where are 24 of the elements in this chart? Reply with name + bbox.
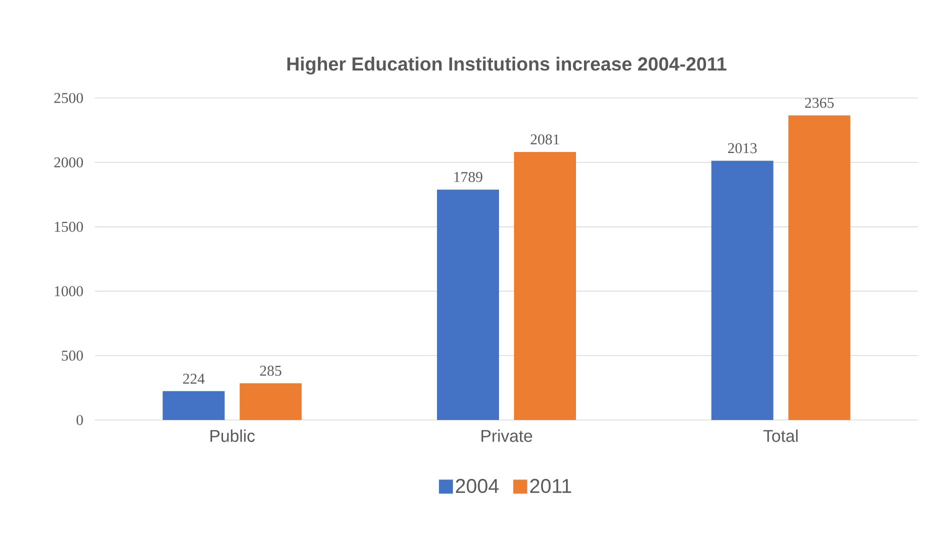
data-label: 1789 <box>454 172 482 182</box>
bar <box>711 160 774 420</box>
bar <box>514 152 576 420</box>
y-tick-label: 0 <box>76 414 83 426</box>
legend-label: 2004 <box>456 478 499 494</box>
y-tick-label: 2000 <box>54 157 83 168</box>
bar <box>788 115 850 420</box>
bar <box>162 391 225 420</box>
y-tick-label: 2500 <box>54 92 83 104</box>
data-label: 2365 <box>805 98 834 108</box>
chart-title: Higher Education Institutions increase 2004-2011 <box>287 56 726 75</box>
y-tick-label: 500 <box>62 350 83 361</box>
bar <box>437 190 500 420</box>
y-tick-label: 1500 <box>54 222 83 232</box>
x-tick-label: Public <box>210 430 255 442</box>
x-tick-label: Total <box>763 430 798 442</box>
bar <box>240 383 302 420</box>
x-tick-label: Private <box>482 430 532 442</box>
data-label: 224 <box>183 374 205 384</box>
data-label: 2081 <box>530 134 560 144</box>
data-label: 285 <box>260 366 282 376</box>
y-tick-label: 1000 <box>54 286 83 296</box>
data-label: 2013 <box>728 143 757 154</box>
legend-label: 2011 <box>530 478 572 494</box>
